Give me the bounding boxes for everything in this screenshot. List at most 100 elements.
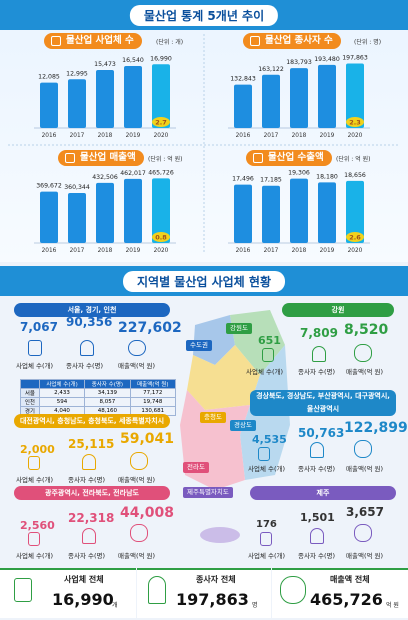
table-cell: 77,172 <box>129 388 177 398</box>
trend-banner: 물산업 통계 5개년 추이 <box>0 0 408 30</box>
tick-label: 2019 <box>126 248 141 254</box>
bar <box>96 182 114 243</box>
chung-sales-label: 매출액(억 원) <box>118 476 156 484</box>
map-capital <box>193 315 235 365</box>
data-label: 12,995 <box>66 70 88 77</box>
bar <box>318 64 336 128</box>
region-header-jeolla: 광주광역시, 전라북도, 전라남도 <box>14 486 170 500</box>
bar <box>40 82 58 128</box>
table-header: 매출액(억 원) <box>129 379 177 389</box>
tick-label: 2017 <box>264 133 279 139</box>
seoul-sales: 227,602 <box>118 320 182 336</box>
data-label: 163,122 <box>258 66 284 73</box>
total-emp-value: 197,863 <box>176 590 249 609</box>
chung-moneybag-icon <box>130 452 148 470</box>
total-biz-label: 사업체 전체 <box>64 575 104 584</box>
gyeong-sales: 122,899 <box>344 420 408 436</box>
gangwon-person-icon <box>312 346 326 362</box>
chart-title-export: 물산업 수출액 <box>246 150 332 166</box>
map-label-gyeong: 경상도 <box>230 420 256 431</box>
tick-label: 2017 <box>70 133 85 139</box>
bar <box>68 79 86 128</box>
data-label: 18,180 <box>316 173 338 180</box>
gangwon-biz: 651 <box>258 334 281 347</box>
tick-label: 2020 <box>348 248 363 254</box>
bar <box>124 178 142 243</box>
data-label: 132,843 <box>230 76 256 83</box>
table-cell: 인천 <box>20 397 40 407</box>
map-label-jeju: 제주특별자치도 <box>183 487 233 498</box>
data-label: 17,185 <box>260 177 282 184</box>
gyeong-person-icon <box>310 442 324 458</box>
region-header-gangwon: 강원 <box>282 303 394 317</box>
gyeong-sales-label: 매출액(억 원) <box>346 465 384 473</box>
chung-emp: 25,115 <box>68 437 115 451</box>
seoul-person-icon <box>80 340 94 356</box>
jeju-person-icon <box>310 528 324 544</box>
table-cell: 2,433 <box>38 388 86 398</box>
seoul-building-icon <box>28 340 42 356</box>
gangwon-emp-label: 종사자 수(명) <box>298 368 336 376</box>
region-header-seoul: 서울, 경기, 인천 <box>14 303 170 317</box>
jeju-biz-label: 사업체 수(개) <box>248 552 286 560</box>
chart-title-biz: 물산업 사업체 수 <box>44 33 142 49</box>
bar <box>68 192 86 243</box>
data-label: 193,480 <box>314 56 340 63</box>
total-biz-card <box>0 568 136 618</box>
table-cell: 서울 <box>20 388 40 398</box>
chung-biz-label: 사업체 수(개) <box>16 476 54 484</box>
chart-title-sales: 물산업 매출액 <box>58 150 144 166</box>
table-row: 경기 4,040 48,160 130,681 <box>20 406 177 416</box>
seoul-biz: 7,067 <box>20 320 58 334</box>
growth-badge <box>346 117 364 127</box>
seoul-emp: 90,356 <box>66 315 113 329</box>
data-label: 432,506 <box>92 174 118 181</box>
table-header <box>20 379 40 389</box>
bar <box>346 63 364 128</box>
gangwon-emp: 7,809 <box>300 326 338 340</box>
data-label: 18,656 <box>344 172 366 179</box>
map-label-capital: 수도권 <box>186 340 212 351</box>
jeolla-moneybag-icon <box>130 524 148 542</box>
jeolla-biz: 2,560 <box>20 519 55 532</box>
jeolla-person-icon <box>82 528 96 544</box>
data-label: 19,306 <box>288 170 310 177</box>
bar <box>290 178 308 243</box>
seoul-emp-label: 종사자 수(명) <box>66 362 104 370</box>
growth-label: 2.3 <box>349 119 361 127</box>
region-header-gyeong: 경상북도, 경상남도, 부산광역시, 대구광역시, 울산광역시 <box>250 390 396 416</box>
chung-sales: 59,041 <box>120 431 175 447</box>
jeolla-sales-label: 매출액(억 원) <box>118 552 156 560</box>
table-cell: 8,057 <box>84 397 131 407</box>
tick-label: 2019 <box>126 133 141 139</box>
data-label: 465,726 <box>148 169 174 176</box>
seoul-sales-label: 매출액(억 원) <box>118 362 156 370</box>
trend-charts: 12,085 2016 12,995 2017 15,473 2018 16,540 2019… <box>8 34 400 254</box>
growth-label: 0.8 <box>155 234 167 242</box>
tick-label: 2020 <box>154 248 169 254</box>
gyeong-biz-label: 사업체 수(개) <box>248 465 286 473</box>
map-label-chung: 충청도 <box>200 412 226 423</box>
bar <box>40 191 58 243</box>
seoul-biz-label: 사업체 수(개) <box>16 362 54 370</box>
bar <box>124 65 142 128</box>
gangwon-sales: 8,520 <box>344 322 389 338</box>
gyeong-biz: 4,535 <box>252 433 287 446</box>
tick-label: 2019 <box>320 133 335 139</box>
tick-label: 2016 <box>42 248 57 254</box>
total-emp-label: 종사자 전체 <box>196 575 236 584</box>
bar <box>234 84 252 128</box>
tick-label: 2017 <box>70 248 85 254</box>
regional-title: 지역별 물산업 사업체 현황 <box>123 271 285 292</box>
tick-label: 2019 <box>320 248 335 254</box>
total-sales-value: 465,726 <box>310 590 383 609</box>
map-label-gangwon: 강원도 <box>226 323 252 334</box>
table-cell: 19,748 <box>129 397 177 407</box>
bar <box>346 180 364 243</box>
seoul-moneybag-icon <box>128 340 146 356</box>
money-bag-icon <box>65 153 75 163</box>
growth-label: 2.7 <box>155 119 167 127</box>
data-label: 183,793 <box>286 59 312 66</box>
jeju-building-icon <box>260 532 272 546</box>
total-emp-unit: 명 <box>252 602 258 609</box>
